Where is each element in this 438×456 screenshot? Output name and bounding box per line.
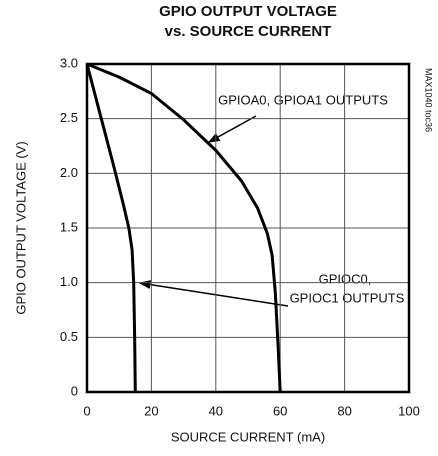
chart-title: GPIO OUTPUT VOLTAGE — [159, 3, 337, 20]
line — [85, 63, 137, 393]
arrow — [207, 115, 257, 143]
x-axis-label: SOURCE CURRENT (mA) — [171, 429, 325, 444]
x-tick-label: 0 — [83, 403, 90, 418]
y-tick-label: 1.5 — [60, 219, 78, 234]
x-tick-label: 80 — [337, 403, 351, 418]
plot-frame — [85, 62, 411, 394]
y-tick-label: 0.5 — [60, 329, 78, 344]
x-tick-label: 60 — [273, 403, 287, 418]
x-tick-label: 20 — [144, 403, 158, 418]
y-tick-label: 3.0 — [60, 55, 78, 70]
y-tick-label: 1.0 — [60, 274, 78, 289]
y-tick-label: 0 — [71, 383, 78, 398]
line — [86, 62, 282, 393]
y-tick-label: 2.5 — [60, 110, 78, 125]
annotation: GPIOA0, GPIOA1 OUTPUTS — [218, 92, 388, 107]
annotation: MAX1040 toc36 — [424, 68, 434, 132]
y-axis-label: GPIO OUTPUT VOLTAGE (V) — [13, 141, 28, 314]
chart-title: vs. SOURCE CURRENT — [165, 23, 332, 40]
y-tick-label: 2.0 — [60, 165, 78, 180]
arrow — [138, 280, 289, 307]
annotation: GPIOC1 OUTPUTS — [290, 290, 405, 305]
x-tick-label: 100 — [398, 403, 420, 418]
x-tick-label: 40 — [209, 403, 223, 418]
